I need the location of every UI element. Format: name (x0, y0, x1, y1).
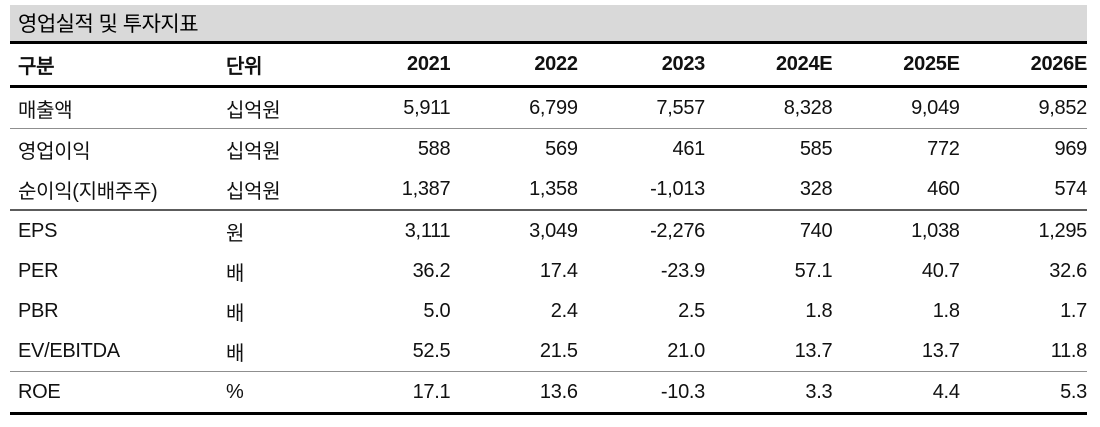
table-row: 매출액 십억원 5,911 6,799 7,557 8,328 9,049 9,852 (10, 86, 1087, 129)
value-cell: 585 (799, 137, 833, 160)
table-row: 순이익(지배주주) 십억원 1,387 1,358 -1,013 328 460 574 (10, 169, 1087, 211)
row-label-cell: 매출액 (10, 86, 218, 129)
table-row: PBR 배 5.0 2.4 2.5 1.8 1.8 1.7 (10, 291, 1087, 331)
value-cell: 21.5 (450, 331, 578, 372)
value-cell: 1.8 (932, 299, 960, 322)
value-cell: 21.0 (577, 331, 705, 372)
value-cell: 13.7 (832, 331, 960, 372)
value-cell: 52.5 (323, 331, 451, 372)
value-cell: 17.4 (539, 259, 578, 282)
value-cell: 574 (959, 169, 1087, 211)
value-cell: 9,852 (959, 86, 1087, 129)
value-cell: -1,013 (577, 169, 705, 211)
row-unit-cell: 십억원 (226, 140, 281, 163)
table-title-bar: 영업실적 및 투자지표 (10, 5, 1087, 44)
value-cell: 1,038 (911, 219, 960, 242)
value-cell: 5.0 (423, 299, 451, 322)
value-cell: 740 (799, 219, 833, 242)
row-label-cell: PBR (18, 299, 59, 322)
row-unit-cell: 배 (226, 262, 245, 285)
row-unit-cell: 배 (218, 331, 323, 372)
value-cell: 1.7 (1060, 299, 1087, 322)
table-row: ROE% 17.1 13.6 -10.3 3.3 4.4 5.3 (10, 371, 1087, 415)
row-label-cell: 영업이익 (18, 140, 91, 163)
value-cell: 1,295 (1038, 219, 1087, 242)
column-header: 2026E (959, 44, 1087, 88)
value-cell: 3,111 (404, 219, 451, 242)
row-label-cell: EPS (18, 219, 58, 242)
header-row: 구분 단위 2021 2022 2023 2024E 2025E 2026E (10, 44, 1087, 88)
column-header: 2021 (323, 44, 451, 88)
table-wrap: 영업실적 및 투자지표 구분 단위 2021 2022 2023 2024E 2025E 20… (10, 5, 1087, 415)
table-body: 매출액 십억원 5,911 6,799 7,557 8,328 9,049 9,852 영업이익… (10, 86, 1087, 415)
value-cell: 4.4 (832, 371, 960, 415)
value-cell: 1.8 (805, 299, 833, 322)
value-cell: 40.7 (921, 259, 960, 282)
value-cell: 2.4 (550, 299, 578, 322)
value-cell: 9,049 (832, 86, 960, 129)
column-header: 2024E (704, 44, 833, 88)
value-cell: 32.6 (1049, 259, 1087, 282)
value-cell: 569 (545, 137, 578, 160)
value-cell: 13.7 (704, 331, 833, 372)
value-cell: 17.1 (323, 371, 451, 415)
row-unit-cell: 십억원 (218, 169, 323, 211)
table-row: 영업이익 십억원 588 569 461 585 772 969 (10, 129, 1087, 170)
value-cell: -10.3 (577, 371, 705, 415)
row-unit-cell: % (218, 371, 323, 415)
value-cell: 772 (927, 137, 960, 160)
value-cell: 11.8 (959, 331, 1087, 372)
financial-table: 구분 단위 2021 2022 2023 2024E 2025E 2026E 매출액 십억원 5,… (10, 44, 1087, 415)
value-cell: -2,276 (650, 219, 705, 242)
value-cell: 588 (417, 137, 451, 160)
value-cell: -23.9 (660, 259, 705, 282)
value-cell: 328 (704, 169, 833, 211)
value-cell: 3,049 (529, 219, 578, 242)
table-title: 영업실적 및 투자지표 (18, 13, 199, 36)
value-cell: 57.1 (794, 259, 833, 282)
value-cell: 3.3 (704, 371, 833, 415)
value-cell: 6,799 (450, 86, 578, 129)
column-header: 2025E (832, 44, 960, 88)
table-row: EV/EBITDA 배 52.5 21.5 21.0 13.7 13.7 11.8 (10, 331, 1087, 372)
row-unit-cell: 원 (226, 222, 245, 245)
value-cell: 461 (672, 137, 705, 160)
column-header: 2022 (450, 44, 578, 88)
value-cell: 460 (832, 169, 960, 211)
table-row: PER 배 36.2 17.4 -23.9 57.1 40.7 32.6 (10, 251, 1087, 291)
value-cell: 1,387 (323, 169, 451, 211)
column-header: 구분 (10, 44, 218, 88)
row-unit-cell: 배 (226, 302, 245, 325)
row-label-cell: PER (18, 259, 59, 282)
row-label-cell: 순이익(지배주주) (10, 169, 218, 211)
value-cell: 5.3 (959, 371, 1087, 415)
value-cell: 2.5 (678, 299, 705, 322)
value-cell: 1,358 (450, 169, 578, 211)
value-cell: 7,557 (577, 86, 705, 129)
column-header: 단위 (218, 44, 323, 88)
column-header: 2023 (577, 44, 705, 88)
value-cell: 5,911 (323, 86, 451, 129)
value-cell: 36.2 (412, 259, 451, 282)
value-cell: 969 (1054, 137, 1087, 160)
table-row: EPS 원 3,111 3,049 -2,276 740 1,038 1,295 (10, 210, 1087, 251)
value-cell: 13.6 (450, 371, 578, 415)
row-label-cell: ROE (10, 371, 218, 415)
row-label-cell: EV/EBITDA (10, 331, 218, 372)
row-unit-cell: 십억원 (218, 86, 323, 129)
value-cell: 8,328 (704, 86, 833, 129)
